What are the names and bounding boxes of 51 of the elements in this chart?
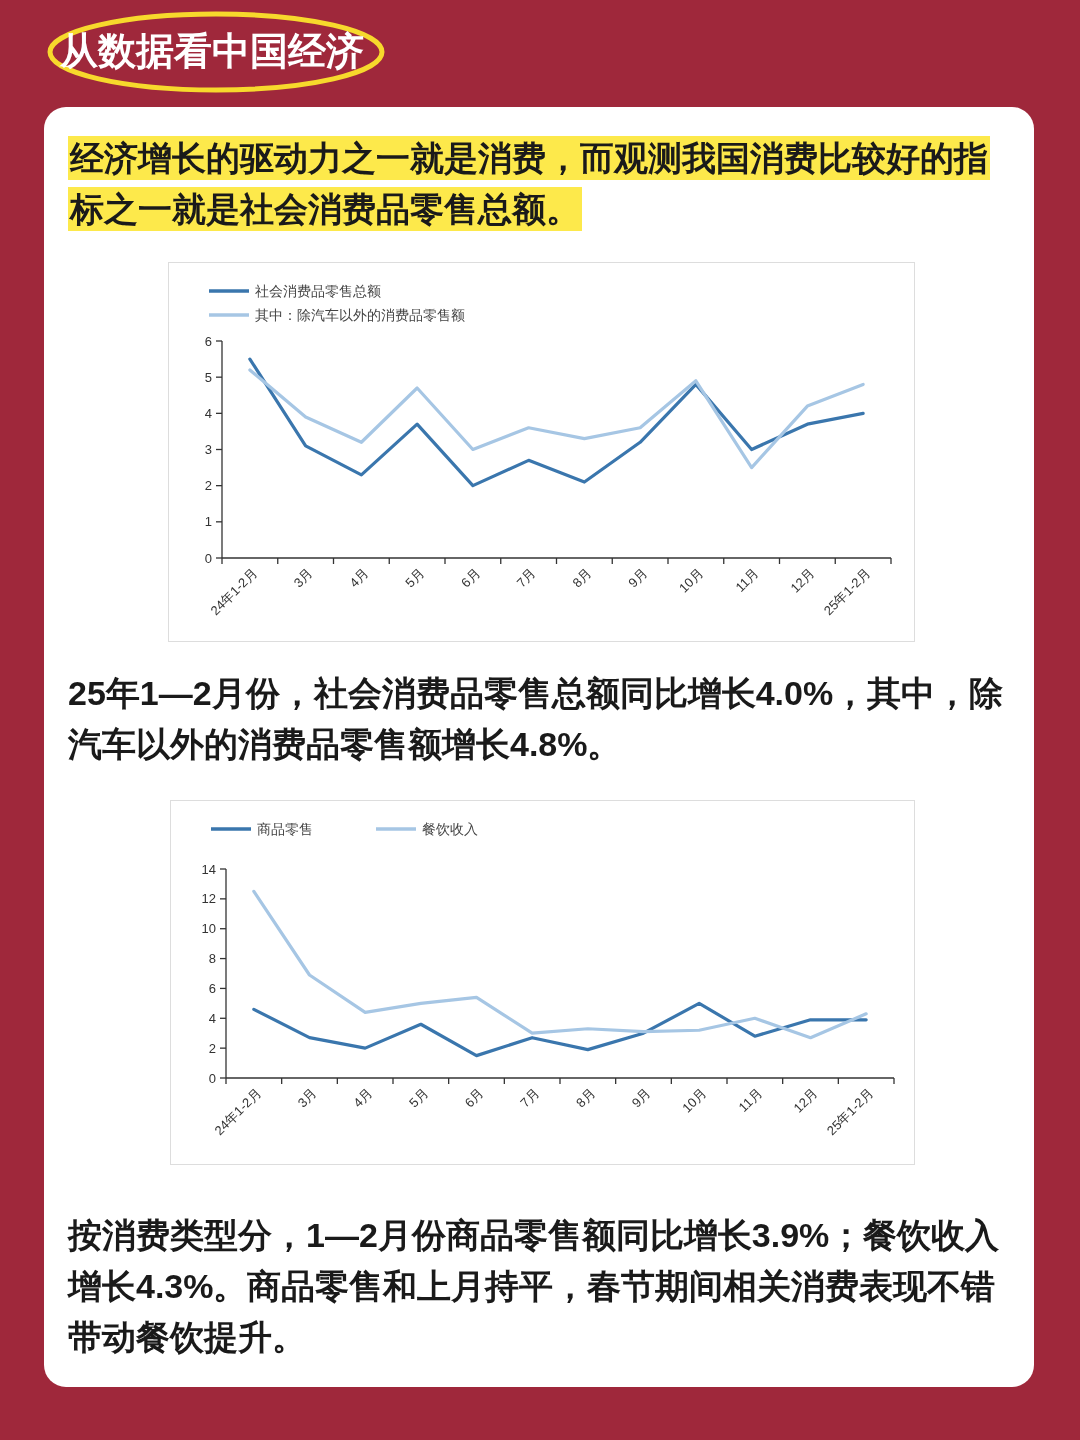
- x-tick-label: 8月: [569, 565, 595, 591]
- y-tick-label: 6: [208, 980, 216, 996]
- y-tick-label: 0: [204, 550, 212, 566]
- legend-label: 商品零售: [257, 821, 313, 837]
- y-tick-label: 2: [204, 478, 212, 494]
- y-tick-label: 2: [208, 1040, 216, 1056]
- line-series: [248, 357, 865, 488]
- x-tick-label: 5月: [402, 565, 428, 591]
- x-tick-label: 4月: [350, 1085, 376, 1111]
- text: 25年1—2月份，社会消费品零售总额同比增长4.0%，其中，除汽车以外的消费品零售额增长4.8%。: [68, 673, 1005, 765]
- y-tick-label: 4: [204, 405, 212, 421]
- x-tick-label: 11月: [735, 1085, 765, 1115]
- x-tick-label: 11月: [732, 565, 762, 595]
- x-tick-label: 25年1-2月: [823, 1085, 877, 1139]
- line-series: [248, 368, 865, 470]
- y-tick-label: 0: [208, 1070, 216, 1086]
- y-tick-label: 12: [201, 891, 216, 907]
- legend-label: 餐饮收入: [422, 821, 478, 837]
- x-tick-label: 5月: [406, 1085, 431, 1111]
- x-tick-label: 10月: [675, 565, 706, 596]
- x-tick-label: 6月: [461, 1085, 487, 1111]
- x-tick-label: 25年1-2月: [820, 565, 874, 619]
- x-tick-label: 3月: [290, 565, 316, 591]
- x-tick-label: 9月: [625, 565, 651, 591]
- x-tick-label: 24年1-2月: [207, 565, 260, 619]
- y-tick-label: 10: [201, 921, 216, 937]
- y-tick-label: 1: [204, 514, 212, 530]
- y-tick-label: 6: [204, 333, 212, 349]
- chart-title: 从数据看中国经济: [60, 29, 364, 74]
- x-tick-label: 6月: [458, 565, 483, 591]
- text: 按消费类型分，1—2月份商品零售额同比增长3.9%；餐饮收入增长4.3%。商品零售和上月持平，春节期间相关消费表现不错带动餐饮提升。: [68, 1215, 1001, 1358]
- x-tick-label: 3月: [294, 1085, 320, 1111]
- y-tick-label: 5: [204, 369, 212, 385]
- y-tick-label: 3: [204, 442, 212, 457]
- line-series: [252, 889, 868, 1040]
- x-tick-label: 4月: [346, 565, 372, 591]
- x-tick-label: 12月: [790, 1085, 821, 1116]
- x-tick-label: 7月: [517, 1085, 543, 1111]
- x-tick-label: 12月: [787, 565, 818, 596]
- y-tick-label: 14: [201, 861, 216, 877]
- x-tick-label: 9月: [628, 1085, 654, 1111]
- legend-label: 社会消费品零售总额: [255, 283, 381, 299]
- y-tick-label: 4: [208, 1010, 216, 1026]
- x-tick-label: 10月: [679, 1085, 710, 1116]
- line-series: [252, 1001, 868, 1058]
- x-tick-label: 7月: [513, 565, 539, 591]
- y-tick-label: 8: [208, 951, 216, 967]
- x-tick-label: 8月: [573, 1085, 598, 1111]
- x-tick-label: 24年1-2月: [211, 1085, 264, 1139]
- legend-label: 其中：除汽车以外的消费品零售额: [255, 307, 465, 323]
- chart-subtitle: 经济增长的驱动力之一就是消费，而观测我国消费比较好的指标之一就是社会消费品零售总额。: [68, 136, 990, 231]
